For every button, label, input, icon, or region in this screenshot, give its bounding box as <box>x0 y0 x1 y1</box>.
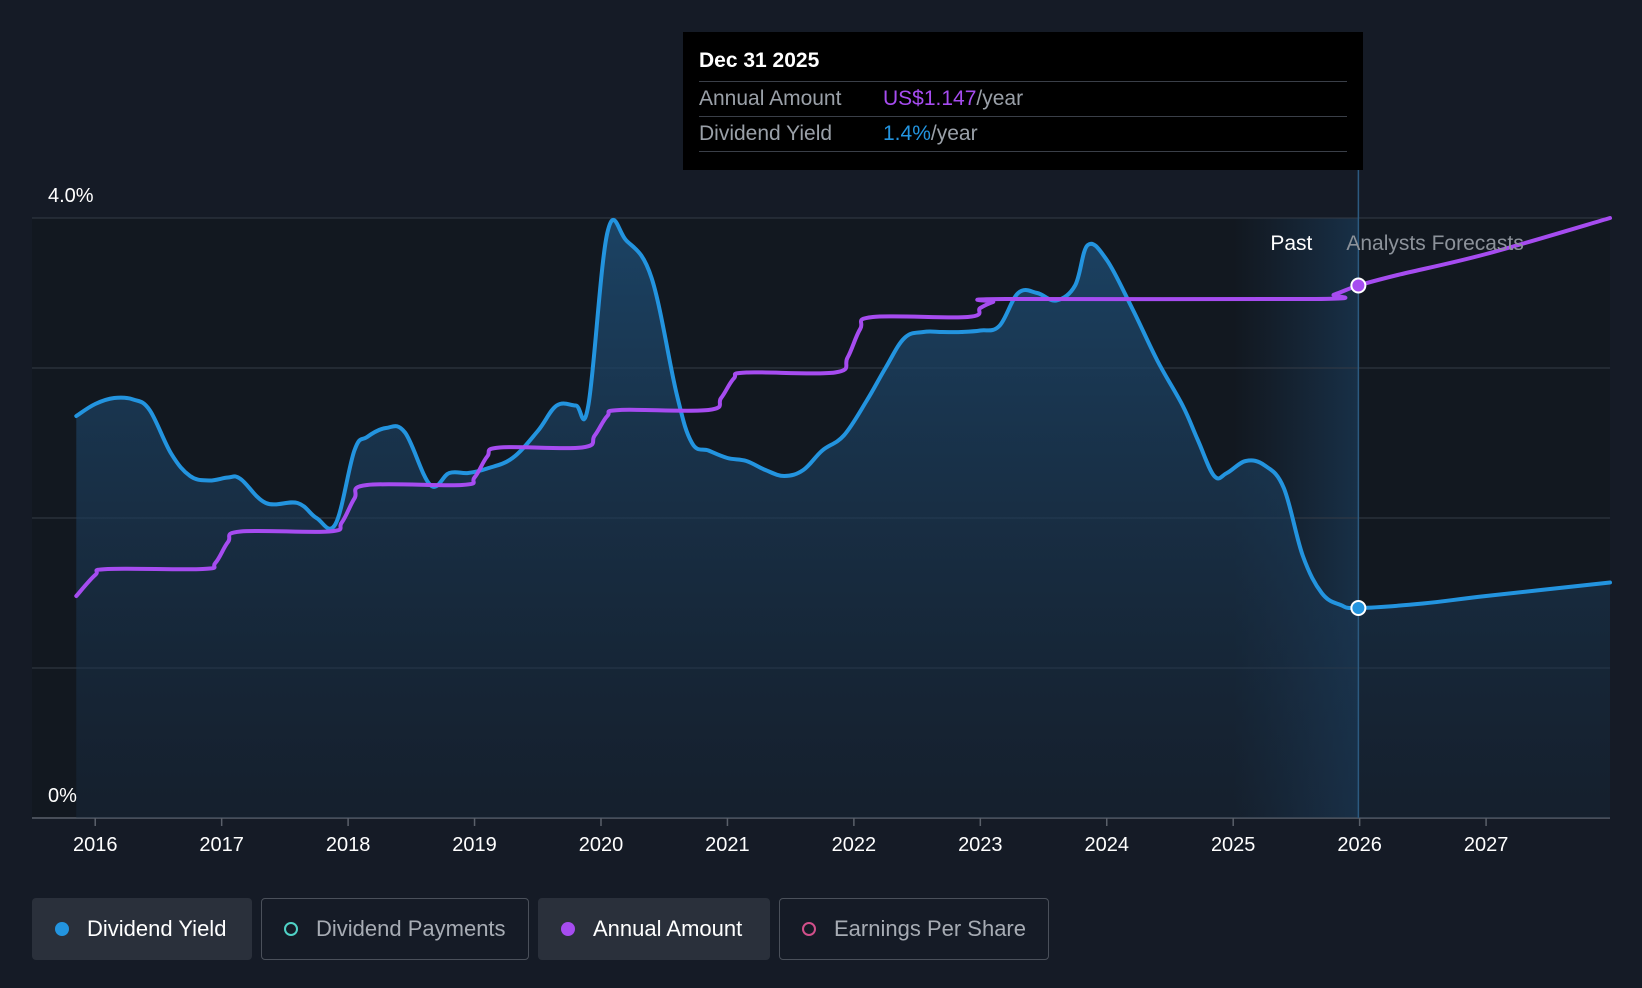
dividend-yield-dot-icon <box>55 922 69 936</box>
tooltip: Dec 31 2025 Annual Amount US$1.147 /year… <box>683 32 1363 170</box>
dividend-yield-line <box>74 217 1612 611</box>
x-tick-label: 2023 <box>958 834 1003 856</box>
dividend-yield-marker[interactable] <box>1350 600 1367 616</box>
x-tick-label: 2022 <box>832 834 877 856</box>
forecast-label: Analysts Forecasts <box>1346 232 1523 255</box>
tooltip-annual-value: US$1.147 <box>883 87 977 110</box>
tooltip-annual-label: Annual Amount <box>699 87 842 110</box>
x-tick-label: 2024 <box>1085 834 1130 856</box>
tooltip-yield-value: 1.4% <box>883 122 931 145</box>
legend-dividend-payments[interactable]: Dividend Payments <box>261 898 529 960</box>
legend-dividend-payments-label: Dividend Payments <box>316 916 506 941</box>
x-tick-label: 2026 <box>1337 834 1382 856</box>
x-tick-label: 2018 <box>326 834 371 856</box>
tooltip-date: Dec 31 2025 <box>699 46 1347 82</box>
tooltip-annual-unit: /year <box>976 87 1024 110</box>
legend-dividend-yield-label: Dividend Yield <box>87 916 227 941</box>
legend-dividend-yield[interactable]: Dividend Yield <box>32 898 252 960</box>
y-axis-bottom-label: 0% <box>48 785 77 807</box>
y-axis-top-label: 4.0% <box>48 185 94 207</box>
legend: Dividend Yield Dividend Payments Annual … <box>32 898 1058 960</box>
legend-annual-amount-label: Annual Amount <box>593 916 743 941</box>
dividend-payments-ring-icon <box>284 922 298 936</box>
tooltip-yield-row: Dividend Yield 1.4% /year <box>699 117 1347 152</box>
past-label: Past <box>1270 232 1312 255</box>
x-tick-label: 2019 <box>452 834 497 856</box>
x-tick-label: 2017 <box>199 834 244 856</box>
x-tick-label: 2025 <box>1211 834 1256 856</box>
tooltip-yield-unit: /year <box>930 122 978 145</box>
legend-earnings-per-share-label: Earnings Per Share <box>834 916 1026 941</box>
tooltip-yield-label: Dividend Yield <box>699 122 833 145</box>
x-tick-label: 2021 <box>705 834 750 856</box>
tooltip-annual-row: Annual Amount US$1.147 /year <box>699 82 1347 117</box>
annual-amount-marker[interactable] <box>1350 277 1367 294</box>
x-tick-label: 2027 <box>1464 834 1509 856</box>
annual-amount-line <box>74 216 1612 598</box>
dividend-yield-area <box>76 219 1611 818</box>
earnings-per-share-ring-icon <box>802 922 816 936</box>
x-axis: 2016 2017 2018 2019 2020 2021 2022 2023 2024 2025… <box>73 818 1508 856</box>
x-tick-label: 2020 <box>579 834 624 856</box>
legend-annual-amount[interactable]: Annual Amount <box>538 898 770 960</box>
legend-earnings-per-share[interactable]: Earnings Per Share <box>779 898 1049 960</box>
annual-amount-dot-icon <box>561 922 575 936</box>
x-tick-label: 2016 <box>73 834 118 856</box>
